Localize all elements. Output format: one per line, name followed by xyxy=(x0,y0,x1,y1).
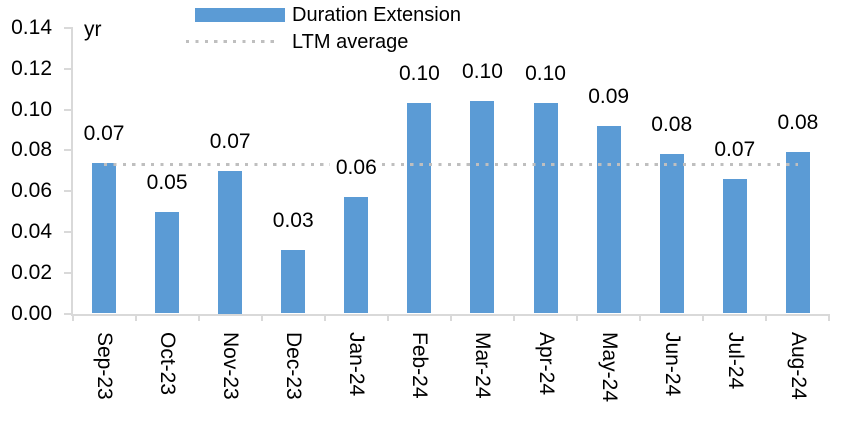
x-category-label: Mar-24 xyxy=(471,332,495,399)
x-axis-tick xyxy=(513,314,516,321)
bar xyxy=(596,125,621,314)
x-axis-tick xyxy=(576,314,579,321)
y-axis-tick-label: 0.12 xyxy=(11,56,52,80)
x-axis-tick xyxy=(702,314,705,321)
ltm-average-line xyxy=(382,163,798,167)
bar xyxy=(92,162,116,314)
legend-dotted-line-swatch xyxy=(186,40,274,43)
x-category-label: Apr-24 xyxy=(534,332,558,396)
legend-bar-label: Duration Extension xyxy=(292,4,461,26)
x-category-label: Aug-24 xyxy=(786,332,810,400)
y-axis-line xyxy=(70,27,73,315)
y-axis-tick xyxy=(64,271,72,274)
x-axis-tick xyxy=(828,314,831,321)
y-axis-tick-label: 0.08 xyxy=(11,138,52,162)
bar xyxy=(533,103,558,314)
legend-bar-swatch xyxy=(195,8,285,22)
x-axis-tick xyxy=(449,314,452,321)
bar-data-label: 0.10 xyxy=(462,60,503,84)
bar-data-label: 0.10 xyxy=(525,62,566,86)
y-axis-tick xyxy=(64,149,72,152)
x-category-label: Jun-24 xyxy=(660,332,684,397)
bar-data-label: 0.07 xyxy=(209,129,251,153)
x-category-label: Feb-24 xyxy=(408,332,432,399)
y-axis-tick xyxy=(64,312,72,315)
y-axis-tick xyxy=(64,190,72,193)
ltm-average-line xyxy=(104,163,331,167)
bar xyxy=(218,170,243,314)
y-axis-tick xyxy=(64,67,72,70)
bar-data-label: 0.10 xyxy=(398,62,440,86)
x-axis-tick xyxy=(323,314,326,321)
bar xyxy=(470,101,495,314)
bar-data-label: 0.08 xyxy=(651,113,693,137)
x-category-label: Nov-23 xyxy=(219,332,243,400)
bar-data-label: 0.06 xyxy=(335,156,377,180)
x-axis-tick xyxy=(260,314,263,321)
y-axis-tick-label: 0.10 xyxy=(11,97,52,121)
x-axis-tick xyxy=(197,314,200,321)
bar xyxy=(155,211,180,314)
legend-ltm-label: LTM average xyxy=(292,31,409,53)
bar xyxy=(785,152,810,314)
y-axis-tick xyxy=(64,108,72,111)
x-category-label: Jan-24 xyxy=(345,332,369,397)
bar-data-label: 0.03 xyxy=(272,209,314,233)
bar xyxy=(281,250,306,314)
bar xyxy=(407,103,432,314)
bar-data-label: 0.05 xyxy=(146,170,188,194)
bar-data-label: 0.09 xyxy=(588,84,630,108)
x-axis-tick xyxy=(71,314,74,321)
y-axis-tick-label: 0.04 xyxy=(11,219,52,243)
y-axis-tick-label: 0.02 xyxy=(11,260,52,284)
bar xyxy=(659,154,684,314)
x-category-label: Sep-23 xyxy=(93,332,116,400)
x-axis-tick xyxy=(765,314,768,321)
x-axis-tick xyxy=(639,314,642,321)
y-axis-unit-label: yr xyxy=(84,18,102,41)
x-axis-tick xyxy=(386,314,389,321)
y-axis-tick-label: 0.14 xyxy=(11,16,52,39)
y-axis-tick xyxy=(64,27,72,29)
bar-data-label: 0.07 xyxy=(83,121,125,145)
x-category-label: Dec-23 xyxy=(282,332,306,400)
x-axis-tick xyxy=(134,314,137,321)
x-category-label: Jul-24 xyxy=(723,332,747,390)
y-axis-tick-label: 0.00 xyxy=(11,301,52,325)
x-category-label: May-24 xyxy=(597,332,621,403)
bar-data-label: 0.08 xyxy=(777,111,819,135)
bar xyxy=(722,178,747,314)
y-axis-tick xyxy=(64,230,72,233)
x-category-label: Oct-23 xyxy=(156,332,180,396)
bar-data-label: 0.07 xyxy=(714,137,756,161)
y-axis-tick-label: 0.06 xyxy=(11,179,52,203)
bar xyxy=(344,197,369,314)
